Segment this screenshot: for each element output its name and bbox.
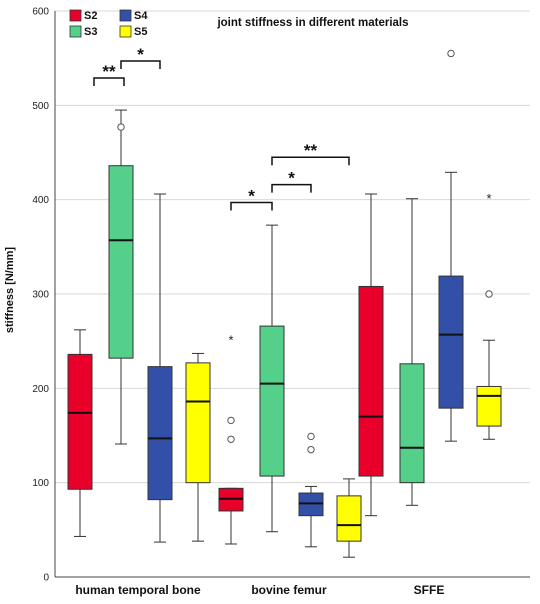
x-category-label: human temporal bone xyxy=(75,583,201,597)
legend-label-s3: S3 xyxy=(84,26,97,38)
outlier-point xyxy=(227,416,235,425)
significance-bracket: ** xyxy=(93,62,125,86)
bracket-line xyxy=(230,201,273,211)
outlier-point xyxy=(227,435,235,443)
box-s4-2 xyxy=(438,49,464,442)
box-iqr xyxy=(336,495,362,542)
box-s3-0 xyxy=(108,109,134,445)
box-s4-1 xyxy=(298,432,324,548)
series-s4 xyxy=(147,49,464,548)
box-s4-0 xyxy=(147,193,173,543)
significance-label: * xyxy=(288,169,295,188)
box-iqr xyxy=(147,366,173,501)
extreme-point: * xyxy=(486,191,491,206)
box-s3-2 xyxy=(399,198,425,506)
significance-label: * xyxy=(137,45,144,64)
significance-label: * xyxy=(248,186,255,205)
bracket-line xyxy=(93,77,125,86)
box-iqr xyxy=(185,362,211,484)
legend-label-s5: S5 xyxy=(134,26,147,38)
significance-bracket: ** xyxy=(271,141,350,166)
chart-title: joint stiffness in different materials xyxy=(216,17,408,29)
y-tick-label: 0 xyxy=(43,573,49,584)
y-tick-labels: 0 100 200 300 400 500 600 xyxy=(32,7,49,584)
outlier-point xyxy=(447,49,455,58)
legend-label-s4: S4 xyxy=(134,10,148,22)
box-s2-0 xyxy=(67,329,93,537)
significance-label: ** xyxy=(304,141,318,160)
series-s3 xyxy=(108,109,425,533)
y-tick-label: 100 xyxy=(32,478,49,489)
outlier-point xyxy=(117,123,125,131)
y-tick-label: 400 xyxy=(32,195,49,206)
legend-swatch-s2 xyxy=(69,9,82,22)
y-axis-label: stiffness [N/mm] xyxy=(4,247,16,334)
bracket-line xyxy=(271,156,350,166)
legend-swatch-s5 xyxy=(119,25,132,38)
extreme-point: * xyxy=(228,332,233,347)
box-series: ** xyxy=(67,49,502,558)
significance-label: ** xyxy=(102,62,116,81)
x-category-label: bovine femur xyxy=(251,583,327,597)
gridlines xyxy=(55,10,530,484)
box-s2-1: * xyxy=(218,332,244,545)
outlier-point xyxy=(485,290,493,298)
series-s5: * xyxy=(185,191,502,558)
box-iqr xyxy=(399,363,425,484)
y-tick-label: 500 xyxy=(32,101,49,112)
series-s2: * xyxy=(67,193,384,545)
box-s5-1 xyxy=(336,478,362,558)
y-tick-label: 600 xyxy=(32,7,49,18)
box-iqr xyxy=(67,353,93,490)
box-s5-0 xyxy=(185,352,211,542)
x-category-label: SFFE xyxy=(414,583,445,597)
legend-label-s2: S2 xyxy=(84,10,97,22)
significance-bracket: * xyxy=(230,186,273,211)
y-tick-label: 200 xyxy=(32,384,49,395)
bracket-line xyxy=(271,183,312,193)
box-s3-1 xyxy=(259,224,285,533)
legend-swatch-s4 xyxy=(119,9,132,22)
box-s2-2 xyxy=(358,193,384,517)
box-iqr xyxy=(259,325,285,477)
box-iqr xyxy=(476,385,502,427)
bracket-line xyxy=(120,60,161,69)
box-iqr xyxy=(438,275,464,409)
box-s5-2: * xyxy=(476,191,502,440)
box-iqr xyxy=(358,285,384,477)
legend-swatch-s3 xyxy=(69,25,82,38)
y-tick-label: 300 xyxy=(32,290,49,301)
significance-brackets: ******* xyxy=(93,45,350,211)
box-iqr xyxy=(108,165,134,359)
outlier-point xyxy=(307,432,315,441)
x-category-labels: human temporal bone bovine femur SFFE xyxy=(75,583,444,597)
outlier-point xyxy=(307,445,315,454)
significance-bracket: * xyxy=(271,169,312,193)
significance-bracket: * xyxy=(120,45,161,69)
legend: S2 S3 S4 S5 xyxy=(69,9,148,38)
